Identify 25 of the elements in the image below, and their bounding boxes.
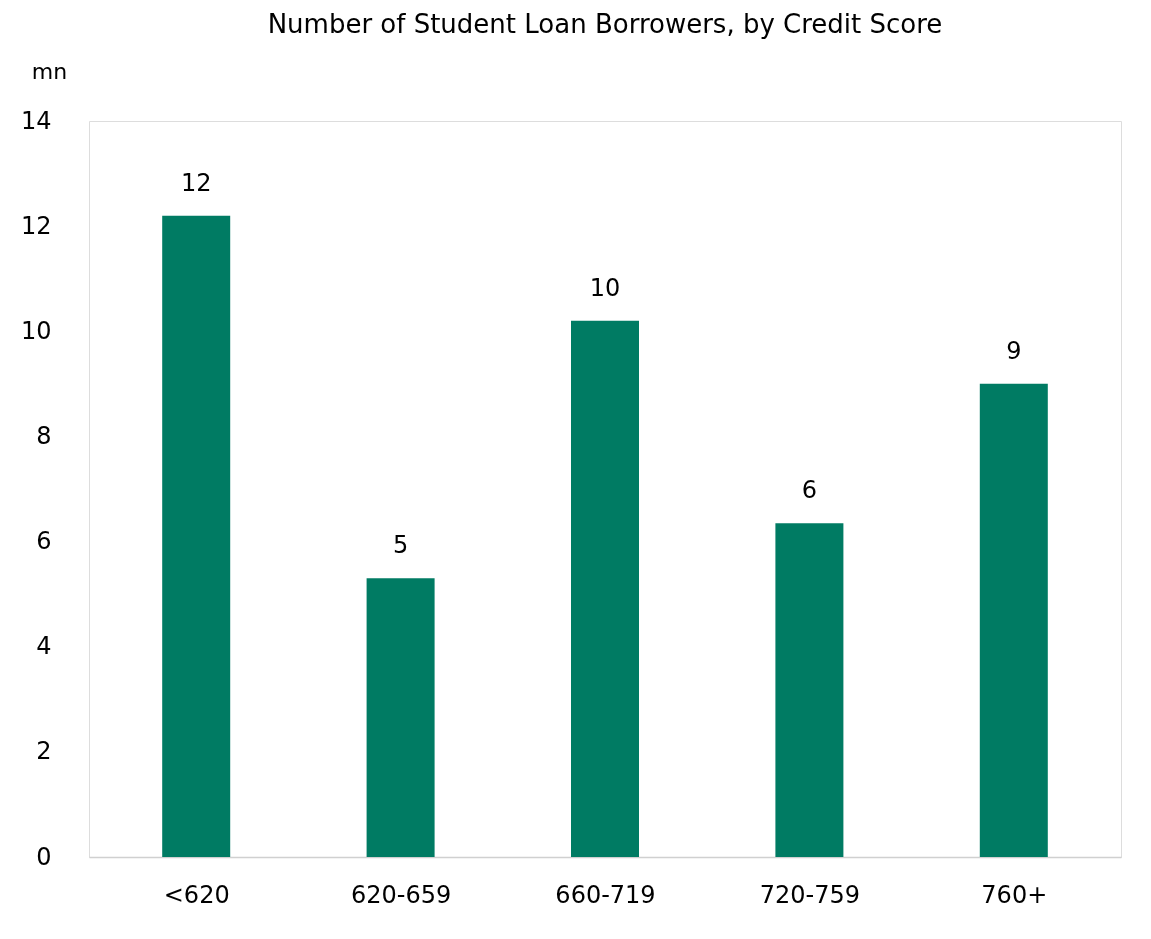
bar xyxy=(571,320,639,857)
y-tick-label: 0 xyxy=(36,842,52,871)
data-label: 9 xyxy=(1006,336,1022,365)
bar xyxy=(366,578,435,857)
y-tick-label: 4 xyxy=(36,632,52,661)
x-tick-label: 760+ xyxy=(981,880,1048,909)
y-tick-label: 10 xyxy=(20,316,52,345)
chart-title: Number of Student Loan Borrowers, by Credit Score xyxy=(267,9,943,39)
y-tick-label: 8 xyxy=(36,421,52,450)
x-tick-label: 660-719 xyxy=(555,880,656,909)
y-tick-label: 2 xyxy=(36,737,52,766)
bar xyxy=(162,215,231,857)
x-tick-label: <620 xyxy=(163,880,230,909)
data-label: 12 xyxy=(180,168,212,197)
data-label: 6 xyxy=(801,476,818,505)
bar xyxy=(979,383,1048,857)
data-label: 10 xyxy=(589,273,621,302)
y-tick-label: 6 xyxy=(36,527,52,556)
y-tick-label: 12 xyxy=(20,211,52,240)
x-tick-label: 620-659 xyxy=(350,880,452,909)
y-axis-title: mn xyxy=(31,58,68,84)
y-tick-label: 14 xyxy=(20,106,52,135)
data-label: 5 xyxy=(392,531,409,560)
bar xyxy=(775,523,844,857)
x-tick-label: 720-759 xyxy=(759,880,861,909)
